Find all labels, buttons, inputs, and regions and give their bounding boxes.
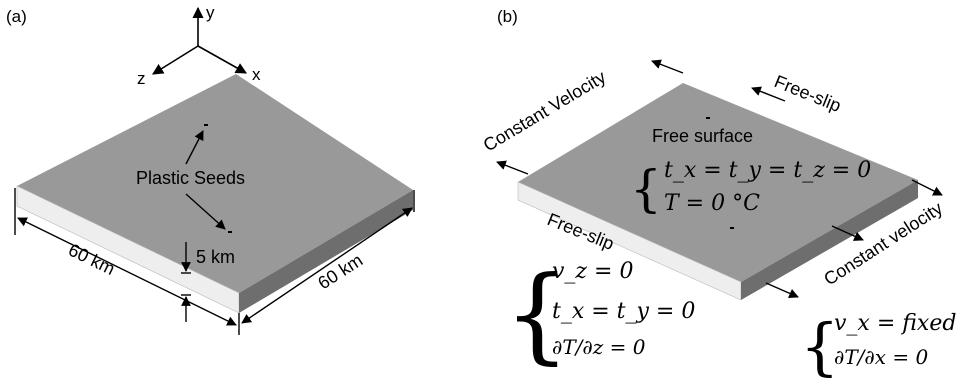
x-axis-label: x <box>252 65 261 84</box>
slab-b-right-face <box>741 180 918 300</box>
free-surface-eq2: T = 0 °C <box>664 191 760 216</box>
plastic-seeds-label: Plastic Seeds <box>136 168 245 188</box>
plastic-seed-top-b <box>706 117 710 119</box>
panel-b: (b) Constant Velocity Free-slip Free-sli… <box>480 7 957 379</box>
thickness-label: 5 km <box>196 247 235 267</box>
slab-b <box>517 83 918 301</box>
z-axis-label: z <box>137 69 146 88</box>
width-dimension-line <box>17 217 237 326</box>
panel-b-label: (b) <box>497 7 518 26</box>
bc-x-brace: { <box>800 310 839 379</box>
free-slip-arrow-top <box>751 86 786 102</box>
panel-a: (a) y z x Plastic Seeds 5 km <box>6 3 415 335</box>
bc-z-eq2: t_x = t_y = 0 <box>552 299 695 324</box>
constant-velocity-arrow-upper <box>651 59 684 74</box>
constant-velocity-arrow-right-upper <box>911 179 943 196</box>
constant-velocity-arrow-right-lower <box>831 225 864 241</box>
bc-z-brace: { <box>504 253 570 375</box>
seed-arrow-up <box>185 130 204 165</box>
plastic-seed-top <box>204 124 208 126</box>
plastic-seed-bottom <box>228 231 232 233</box>
bc-x-eq1: v_x = fixed <box>834 311 956 336</box>
y-axis-label: y <box>206 3 215 22</box>
free-surface-eq1: t_x = t_y = t_z = 0 <box>664 158 871 183</box>
bc-z-eq1: v_z = 0 <box>552 259 633 284</box>
depth-dimension-line <box>241 207 413 324</box>
x-axis-arrow <box>197 45 247 74</box>
free-surface-title: Free surface <box>652 126 753 146</box>
bc-z-eq3: ∂T/∂z = 0 <box>552 335 646 359</box>
constant-velocity-arrow-lower <box>496 160 529 175</box>
axis-triad <box>152 6 247 75</box>
free-surface-brace: { <box>630 160 662 218</box>
z-axis-arrow <box>152 45 199 75</box>
free-slip-label-top: Free-slip <box>772 71 844 116</box>
slab-b-top-face <box>518 83 918 282</box>
bc-x-eq2: ∂T/∂x = 0 <box>834 345 929 369</box>
plastic-seed-bottom-b <box>730 227 734 229</box>
constant-velocity-arrow-right-bottom <box>765 282 799 298</box>
panel-a-label: (a) <box>6 7 27 26</box>
slab-a <box>16 74 413 314</box>
